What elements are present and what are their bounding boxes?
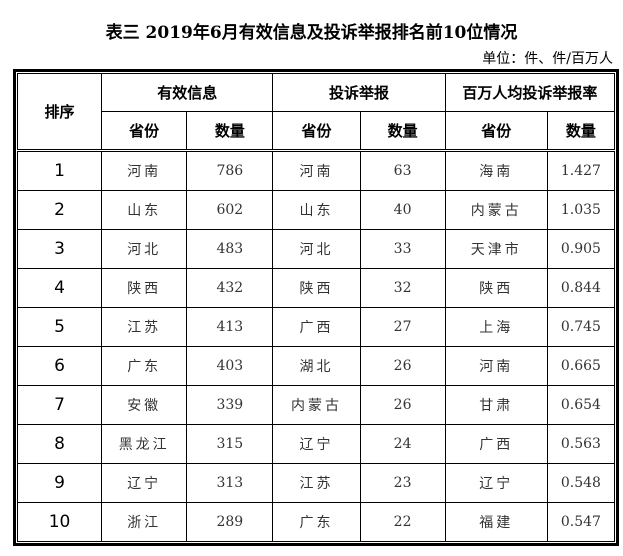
count-cell: 24 <box>359 424 446 464</box>
province-cell: 河南 <box>444 346 548 386</box>
province-cell: 江苏 <box>101 307 188 347</box>
province-cell: 陕西 <box>444 268 548 308</box>
province-cell: 甘肃 <box>444 385 548 425</box>
province-cell: 广东 <box>272 502 361 542</box>
table-row: 7 安徽 339 内蒙古 26 甘肃 0.654 <box>16 385 616 425</box>
table-row: 8 黑龙江 315 辽宁 24 广西 0.563 <box>16 424 616 464</box>
count-cell: 339 <box>186 385 274 425</box>
count-cell: 413 <box>186 307 274 347</box>
count-cell: 32 <box>359 268 446 308</box>
header-province: 省份 <box>272 111 361 152</box>
rank-cell: 7 <box>16 385 103 425</box>
province-cell: 辽宁 <box>101 463 188 503</box>
count-cell: 313 <box>186 463 274 503</box>
rank-cell: 4 <box>16 268 103 308</box>
table-row: 9 辽宁 313 江苏 23 辽宁 0.548 <box>16 463 616 503</box>
province-cell: 河南 <box>272 150 361 191</box>
province-cell: 陕西 <box>272 268 361 308</box>
rank-cell: 8 <box>16 424 103 464</box>
rate-cell: 0.844 <box>546 268 616 308</box>
table-row: 5 江苏 413 广西 27 上海 0.745 <box>16 307 616 347</box>
count-cell: 403 <box>186 346 274 386</box>
unit-label: 单位：件、件/百万人 <box>482 51 613 67</box>
rate-cell: 0.547 <box>546 502 616 542</box>
count-cell: 26 <box>359 385 446 425</box>
header-rate: 百万人均投诉举报率 <box>444 73 616 112</box>
province-cell: 内蒙古 <box>444 190 548 230</box>
province-cell: 陕西 <box>101 268 188 308</box>
table-row: 10 浙江 289 广东 22 福建 0.547 <box>16 502 616 542</box>
rate-cell: 0.665 <box>546 346 616 386</box>
header-rank: 排序 <box>16 73 103 152</box>
province-cell: 辽宁 <box>444 463 548 503</box>
header-province: 省份 <box>101 111 188 152</box>
rate-cell: 0.905 <box>546 229 616 269</box>
province-cell: 浙江 <box>101 502 188 542</box>
province-cell: 广东 <box>101 346 188 386</box>
province-cell: 山东 <box>272 190 361 230</box>
province-cell: 福建 <box>444 502 548 542</box>
count-cell: 27 <box>359 307 446 347</box>
rate-cell: 0.654 <box>546 385 616 425</box>
table-row: 4 陕西 432 陕西 32 陕西 0.844 <box>16 268 616 308</box>
count-cell: 432 <box>186 268 274 308</box>
province-cell: 山东 <box>101 190 188 230</box>
province-cell: 天津市 <box>444 229 548 269</box>
header-count: 数量 <box>186 111 274 152</box>
rank-cell: 6 <box>16 346 103 386</box>
rank-cell: 1 <box>16 150 103 191</box>
province-cell: 黑龙江 <box>101 424 188 464</box>
province-cell: 河北 <box>101 229 188 269</box>
table-title: 表三 2019年6月有效信息及投诉举报排名前10位情况 <box>105 23 518 43</box>
rate-cell: 1.427 <box>546 150 616 191</box>
ranking-table: 排序 有效信息 投诉举报 百万人均投诉举报率 省份 数量 省份 数量 省份 数量… <box>13 69 619 546</box>
header-count: 数量 <box>546 111 616 152</box>
header-province: 省份 <box>444 111 548 152</box>
count-cell: 23 <box>359 463 446 503</box>
province-cell: 辽宁 <box>272 424 361 464</box>
count-cell: 602 <box>186 190 274 230</box>
count-cell: 26 <box>359 346 446 386</box>
rank-cell: 10 <box>16 502 103 542</box>
header-count: 数量 <box>359 111 446 152</box>
province-cell: 海南 <box>444 150 548 191</box>
rank-cell: 3 <box>16 229 103 269</box>
count-cell: 40 <box>359 190 446 230</box>
table-row: 2 山东 602 山东 40 内蒙古 1.035 <box>16 190 616 230</box>
province-cell: 湖北 <box>272 346 361 386</box>
table-row: 6 广东 403 湖北 26 河南 0.665 <box>16 346 616 386</box>
rank-cell: 5 <box>16 307 103 347</box>
count-cell: 289 <box>186 502 274 542</box>
count-cell: 483 <box>186 229 274 269</box>
count-cell: 63 <box>359 150 446 191</box>
rate-cell: 0.563 <box>546 424 616 464</box>
province-cell: 广西 <box>444 424 548 464</box>
rate-cell: 0.548 <box>546 463 616 503</box>
rate-cell: 1.035 <box>546 190 616 230</box>
province-cell: 河北 <box>272 229 361 269</box>
count-cell: 786 <box>186 150 274 191</box>
table-row: 1 河南 786 河南 63 海南 1.427 <box>16 150 616 191</box>
header-complaints: 投诉举报 <box>272 73 446 112</box>
rank-cell: 2 <box>16 190 103 230</box>
province-cell: 广西 <box>272 307 361 347</box>
header-valid-info: 有效信息 <box>101 73 274 112</box>
table-row: 3 河北 483 河北 33 天津市 0.905 <box>16 229 616 269</box>
count-cell: 315 <box>186 424 274 464</box>
province-cell: 江苏 <box>272 463 361 503</box>
province-cell: 内蒙古 <box>272 385 361 425</box>
count-cell: 33 <box>359 229 446 269</box>
province-cell: 上海 <box>444 307 548 347</box>
province-cell: 安徽 <box>101 385 188 425</box>
province-cell: 河南 <box>101 150 188 191</box>
count-cell: 22 <box>359 502 446 542</box>
rate-cell: 0.745 <box>546 307 616 347</box>
rank-cell: 9 <box>16 463 103 503</box>
